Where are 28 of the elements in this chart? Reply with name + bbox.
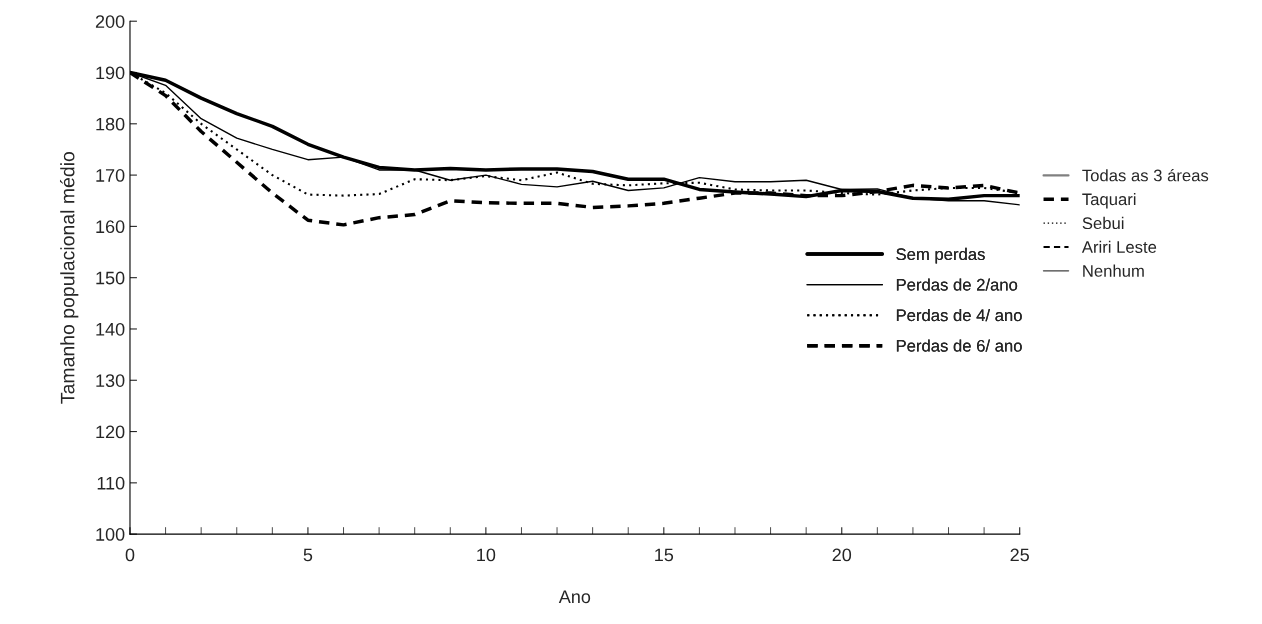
legend-label: Todas as 3 áreas [1082,168,1209,182]
y-tick-label: 190 [96,66,125,80]
legend-label: Nenhum [1083,264,1144,277]
y-tick-label: 120 [96,425,125,439]
y-tick-label: 110 [97,476,125,490]
legend-label: Sem perdas [896,247,985,264]
x-tick-label: 15 [655,548,674,562]
y-tick-label: 100 [96,528,125,541]
y-tick-label: 150 [96,271,125,285]
x-tick-label: 25 [1010,548,1029,562]
legend-label: Perdas de 2/ano [896,278,1018,291]
legend-label: Sebui [1082,216,1124,230]
y-tick-label: 180 [96,117,125,131]
y-tick-label: 160 [96,220,125,234]
y-tick-label: 140 [96,322,125,336]
y-tick-label: 170 [96,169,125,182]
x-tick-label: 20 [832,548,852,562]
legend-label: Ariri Leste [1081,240,1157,253]
x-tick-label: 5 [303,548,313,562]
y-tick-label: 200 [95,15,125,28]
x-axis-title: Ano [558,590,591,604]
legend-label: Perdas de 6/ ano [896,339,1022,352]
y-axis-title: Tamanho populacional médio [59,152,79,404]
x-tick-label: 10 [477,548,496,562]
legend-label: Perdas de 4/ ano [896,308,1022,322]
legend-label: Taquari [1082,193,1136,209]
x-tick-label: 0 [125,548,135,562]
y-tick-label: 130 [96,374,125,387]
